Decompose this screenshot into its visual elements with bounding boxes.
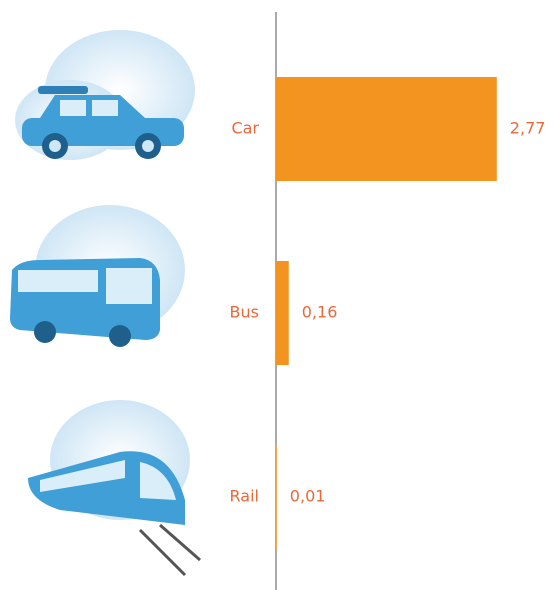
value-label: 0,01 bbox=[290, 487, 326, 506]
car-icon bbox=[15, 30, 195, 160]
category-label: Car bbox=[231, 119, 259, 138]
value-label: 0,16 bbox=[302, 303, 338, 322]
category-label: Rail bbox=[230, 487, 259, 506]
value-label: 2,77 bbox=[510, 119, 546, 138]
train-icon bbox=[28, 400, 201, 577]
category-label: Bus bbox=[230, 303, 259, 322]
bar bbox=[276, 77, 497, 181]
bar bbox=[276, 445, 277, 549]
bar bbox=[276, 261, 289, 365]
bus-icon bbox=[10, 205, 185, 347]
